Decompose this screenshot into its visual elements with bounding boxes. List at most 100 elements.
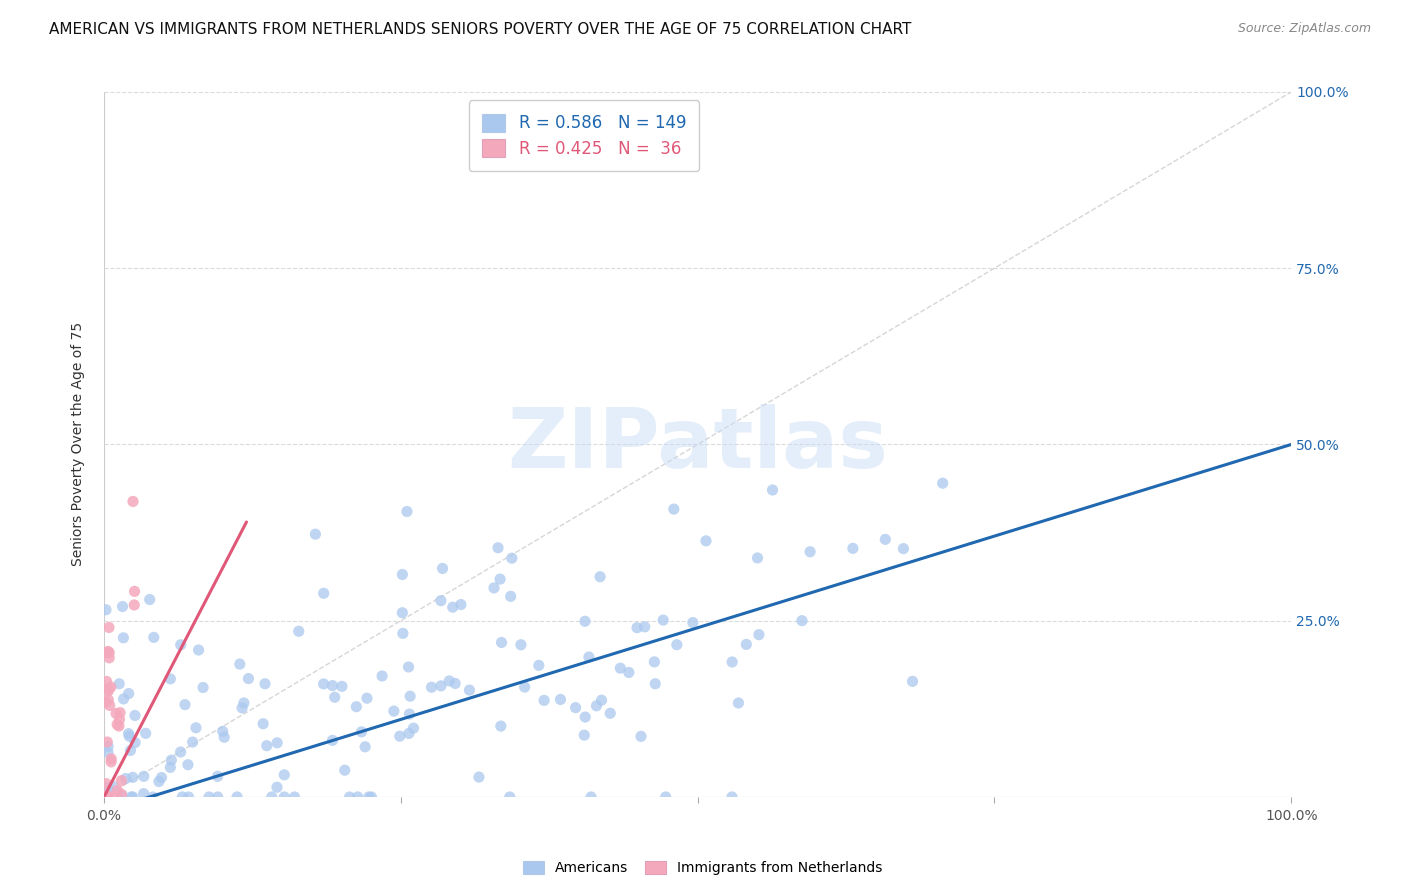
- Point: [226, 789, 249, 804]
- Point: [721, 655, 744, 669]
- Point: [599, 706, 621, 721]
- Point: [356, 691, 378, 706]
- Point: [93, 789, 115, 804]
- Y-axis label: Seniors Poverty Over the Age of 75: Seniors Poverty Over the Age of 75: [72, 322, 86, 566]
- Point: [148, 774, 170, 789]
- Point: [177, 789, 200, 804]
- Point: [489, 572, 512, 586]
- Point: [652, 613, 675, 627]
- Point: [97, 789, 120, 804]
- Point: [142, 789, 165, 804]
- Point: [574, 615, 596, 629]
- Point: [97, 746, 120, 760]
- Point: [747, 551, 769, 566]
- Point: [564, 700, 586, 714]
- Point: [100, 752, 122, 766]
- Point: [721, 789, 744, 804]
- Point: [112, 631, 135, 645]
- Point: [120, 789, 142, 804]
- Point: [94, 776, 117, 790]
- Point: [97, 693, 120, 707]
- Point: [124, 708, 146, 723]
- Point: [392, 626, 415, 640]
- Point: [842, 541, 865, 556]
- Point: [96, 788, 118, 802]
- Point: [491, 635, 513, 649]
- Point: [98, 698, 121, 713]
- Point: [665, 638, 688, 652]
- Point: [211, 724, 233, 739]
- Point: [118, 729, 141, 743]
- Point: [323, 690, 346, 705]
- Point: [138, 592, 160, 607]
- Point: [135, 726, 157, 740]
- Point: [108, 719, 131, 733]
- Point: [96, 646, 118, 660]
- Point: [97, 644, 120, 658]
- Point: [273, 789, 295, 804]
- Point: [574, 710, 596, 724]
- Point: [550, 692, 572, 706]
- Text: Source: ZipAtlas.com: Source: ZipAtlas.com: [1237, 22, 1371, 36]
- Point: [354, 739, 377, 754]
- Point: [371, 669, 394, 683]
- Point: [283, 789, 305, 804]
- Point: [114, 772, 136, 786]
- Point: [96, 789, 118, 804]
- Point: [120, 743, 142, 757]
- Point: [357, 789, 380, 804]
- Point: [761, 483, 783, 497]
- Point: [527, 658, 550, 673]
- Point: [630, 730, 652, 744]
- Point: [94, 789, 117, 804]
- Point: [893, 541, 915, 556]
- Point: [312, 677, 335, 691]
- Point: [420, 680, 443, 694]
- Point: [124, 584, 146, 599]
- Point: [321, 733, 343, 747]
- Point: [482, 581, 505, 595]
- Point: [533, 693, 555, 707]
- Point: [118, 687, 141, 701]
- Point: [110, 788, 132, 802]
- Point: [184, 721, 207, 735]
- Legend: R = 0.586   N = 149, R = 0.425   N =  36: R = 0.586 N = 149, R = 0.425 N = 36: [468, 100, 699, 171]
- Point: [513, 680, 536, 694]
- Point: [170, 638, 193, 652]
- Point: [238, 672, 260, 686]
- Point: [160, 753, 183, 767]
- Point: [231, 701, 253, 715]
- Point: [100, 680, 122, 694]
- Point: [644, 677, 666, 691]
- Point: [312, 586, 335, 600]
- Point: [108, 677, 131, 691]
- Point: [191, 681, 214, 695]
- Point: [444, 676, 467, 690]
- Point: [468, 770, 491, 784]
- Point: [304, 527, 326, 541]
- Point: [402, 721, 425, 735]
- Point: [177, 757, 200, 772]
- Point: [333, 763, 356, 777]
- Point: [105, 783, 128, 797]
- Point: [273, 768, 295, 782]
- Point: [735, 637, 758, 651]
- Point: [617, 665, 640, 680]
- Point: [509, 638, 531, 652]
- Point: [97, 780, 120, 795]
- Point: [96, 674, 118, 689]
- Point: [94, 789, 117, 804]
- Point: [501, 551, 523, 566]
- Point: [662, 502, 685, 516]
- Point: [198, 789, 221, 804]
- Point: [232, 696, 254, 710]
- Point: [398, 726, 420, 740]
- Point: [441, 600, 464, 615]
- Point: [591, 693, 613, 707]
- Point: [574, 728, 596, 742]
- Point: [124, 598, 146, 612]
- Point: [486, 541, 509, 555]
- Point: [450, 598, 472, 612]
- Point: [212, 731, 235, 745]
- Point: [94, 603, 117, 617]
